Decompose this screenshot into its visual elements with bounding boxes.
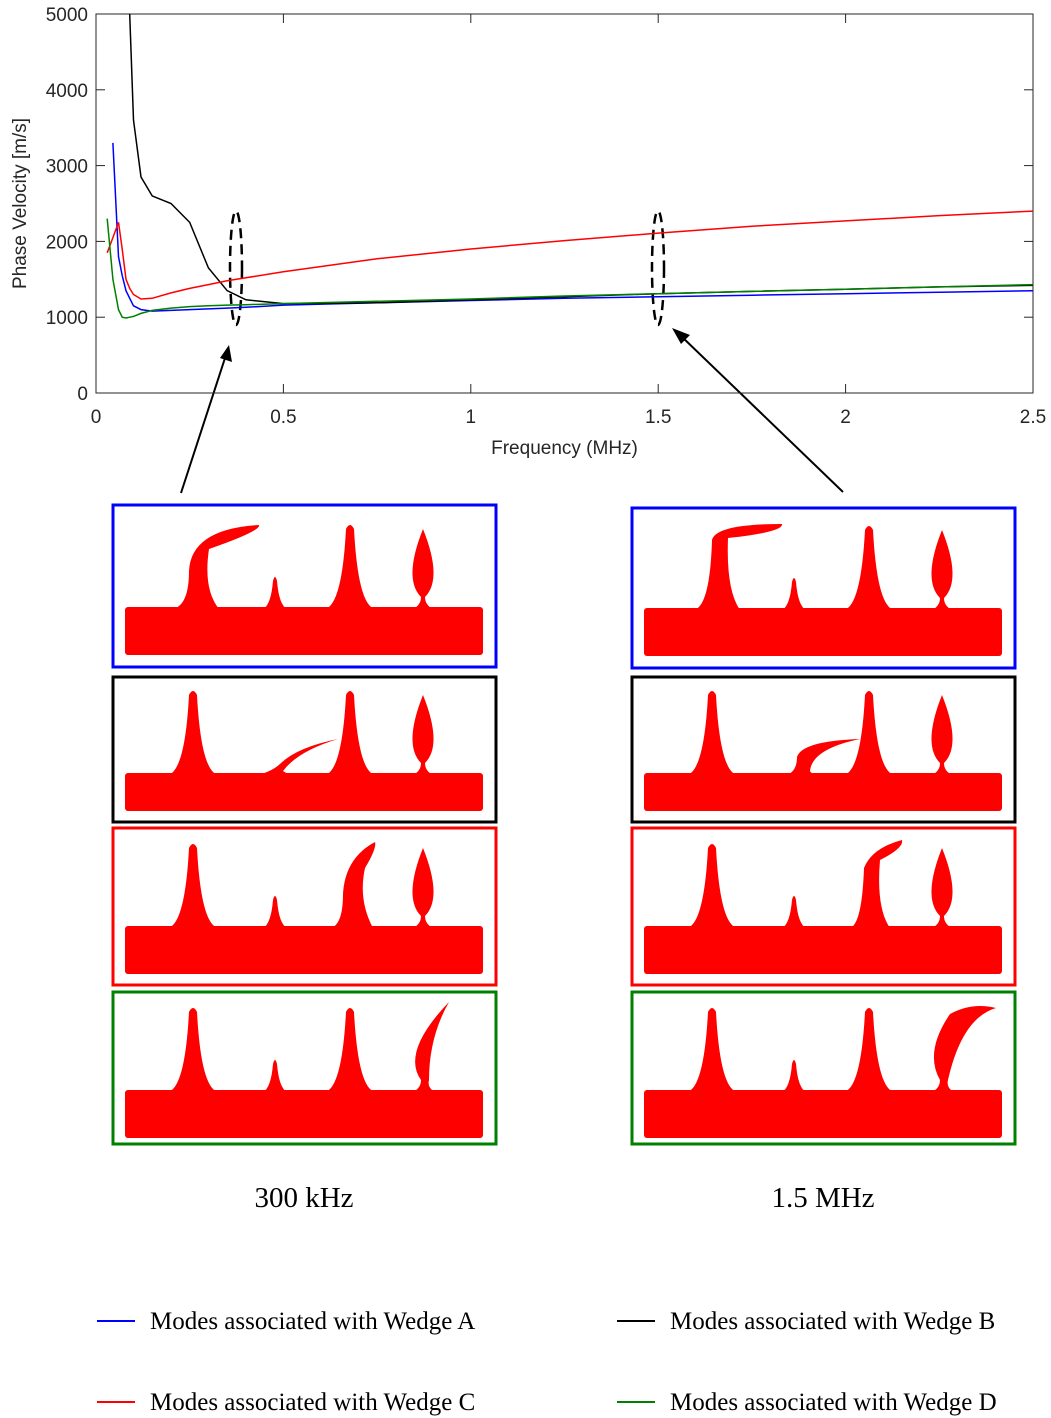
- legend-label: Modes associated with Wedge D: [670, 1389, 997, 1416]
- legend: Modes associated with Wedge A Modes assoc…: [97, 1308, 997, 1416]
- plot-frame: [95, 13, 1034, 394]
- x-tick-label: 2: [840, 407, 851, 428]
- x-tick-label: 1: [466, 407, 477, 428]
- y-axis-label: Phase Velocity [m/s]: [10, 118, 31, 289]
- y-tick-label: 4000: [46, 81, 88, 102]
- annotations: [180, 209, 844, 494]
- legend-label: Modes associated with Wedge C: [150, 1389, 475, 1416]
- legend-label: Modes associated with Wedge A: [150, 1308, 475, 1335]
- series-line: [106, 210, 1034, 300]
- series-line: [128, 13, 1034, 305]
- x-tick-label: 2.5: [1020, 407, 1046, 428]
- series-line: [106, 218, 1034, 319]
- mode-panels: [111, 503, 1017, 1146]
- y-tick-label: 2000: [46, 232, 88, 253]
- x-axis-label: Frequency (MHz): [491, 438, 638, 459]
- panel-label: 300 kHz: [254, 1182, 353, 1214]
- x-tick-label: 0.5: [270, 407, 296, 428]
- y-tick-label: 5000: [46, 5, 88, 26]
- x-tick-label: 1.5: [645, 407, 671, 428]
- legend-label: Modes associated with Wedge B: [670, 1308, 995, 1335]
- y-tick-label: 3000: [46, 157, 88, 178]
- y-tick-label: 1000: [46, 308, 88, 329]
- y-tick-label: 0: [77, 384, 88, 405]
- x-tick-label: 0: [91, 407, 102, 428]
- series-line: [112, 142, 1034, 312]
- panel-label: 1.5 MHz: [771, 1182, 874, 1214]
